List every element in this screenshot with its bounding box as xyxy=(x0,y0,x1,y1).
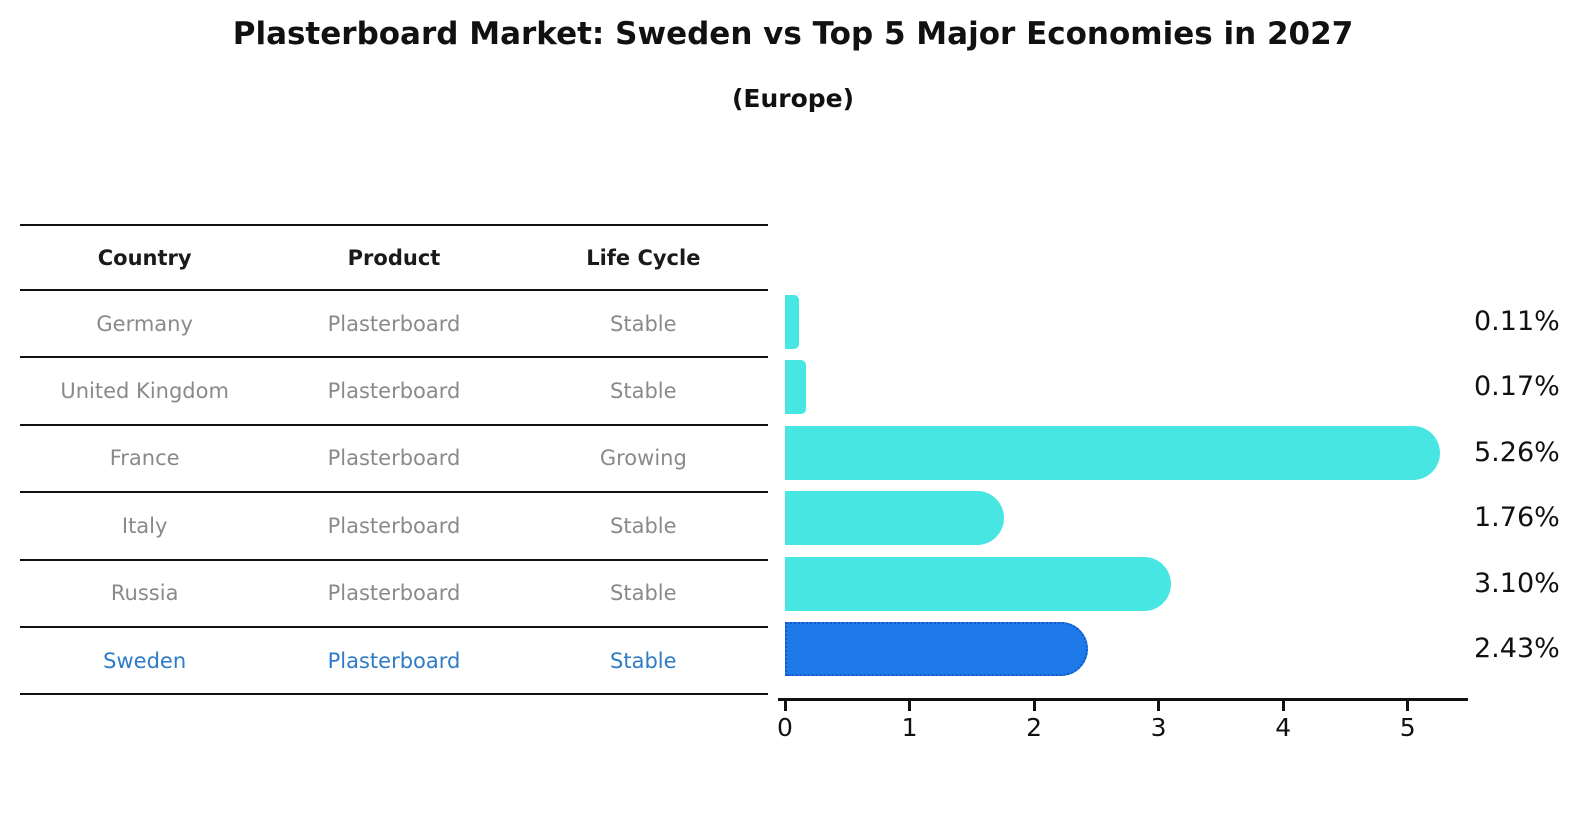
cell-product: Plasterboard xyxy=(327,648,461,673)
table-row-sweden: Sweden Plasterboard Stable xyxy=(20,628,768,696)
cell-country: Russia xyxy=(110,581,179,606)
cell-lifecycle: Stable xyxy=(610,581,677,606)
x-tick-mark-3 xyxy=(1157,701,1161,711)
x-tick-mark-2 xyxy=(1032,701,1036,711)
cell-lifecycle: Stable xyxy=(610,379,677,404)
cell-country: France xyxy=(109,446,180,471)
bar-united-kingdom xyxy=(785,360,807,415)
bar-russia xyxy=(785,556,1172,611)
cell-product: Plasterboard xyxy=(327,581,461,606)
x-tick-mark-1 xyxy=(908,701,912,711)
value-label-italy: 1.76% xyxy=(1474,502,1560,534)
cell-lifecycle: Growing xyxy=(599,446,687,471)
value-label-sweden: 2.43% xyxy=(1474,633,1560,664)
value-label-united-kingdom: 0.17% xyxy=(1474,371,1560,403)
table-row-germany: Germany Plasterboard Stable xyxy=(20,291,768,359)
x-tick-label-3: 3 xyxy=(1150,713,1167,742)
table-row-italy: Italy Plasterboard Stable xyxy=(20,493,768,561)
x-tick-label-2: 2 xyxy=(1026,713,1043,742)
value-label-russia: 3.10% xyxy=(1474,567,1560,599)
cell-product: Plasterboard xyxy=(327,446,461,471)
table-row-united-kingdom: United Kingdom Plasterboard Stable xyxy=(20,358,768,426)
column-header-product: Product xyxy=(347,245,441,270)
chart-subtitle: (Europe) xyxy=(731,84,855,113)
cell-product: Plasterboard xyxy=(327,311,461,336)
x-tick-label-5: 5 xyxy=(1399,713,1416,742)
bar-sweden xyxy=(785,622,1088,676)
country-table: Country Product Life Cycle Germany Plast… xyxy=(20,224,768,696)
x-tick-label-1: 1 xyxy=(901,713,918,742)
chart-title: Plasterboard Market: Sweden vs Top 5 Maj… xyxy=(232,16,1354,52)
table-body: Germany Plasterboard Stable United Kingd… xyxy=(20,291,768,696)
x-tick-label-0: 0 xyxy=(777,713,793,742)
cell-product: Plasterboard xyxy=(327,379,461,404)
bar-germany xyxy=(785,295,799,349)
x-tick-mark-0 xyxy=(783,701,787,711)
value-label-france: 5.26% xyxy=(1474,436,1560,468)
x-axis-spine xyxy=(778,698,1468,701)
cell-country: Italy xyxy=(121,513,168,538)
x-tick-mark-5 xyxy=(1406,701,1410,711)
value-label-germany: 0.11% xyxy=(1474,306,1560,337)
cell-country: Germany xyxy=(96,311,193,336)
cell-lifecycle: Stable xyxy=(610,311,677,336)
table-row-russia: Russia Plasterboard Stable xyxy=(20,561,768,628)
cell-lifecycle: Stable xyxy=(610,513,677,538)
cell-product: Plasterboard xyxy=(327,513,461,538)
x-tick-mark-4 xyxy=(1281,701,1285,711)
table-header-row: Country Product Life Cycle xyxy=(20,224,768,291)
column-header-lifecycle: Life Cycle xyxy=(586,245,701,270)
bar-italy xyxy=(785,491,1005,546)
cell-lifecycle: Stable xyxy=(610,648,677,673)
x-tick-label-4: 4 xyxy=(1275,713,1292,742)
bar-france xyxy=(785,425,1441,480)
table-row-france: France Plasterboard Growing xyxy=(20,426,768,494)
cell-country: Sweden xyxy=(103,648,187,673)
column-header-country: Country xyxy=(97,245,192,270)
cell-country: United Kingdom xyxy=(60,379,229,404)
